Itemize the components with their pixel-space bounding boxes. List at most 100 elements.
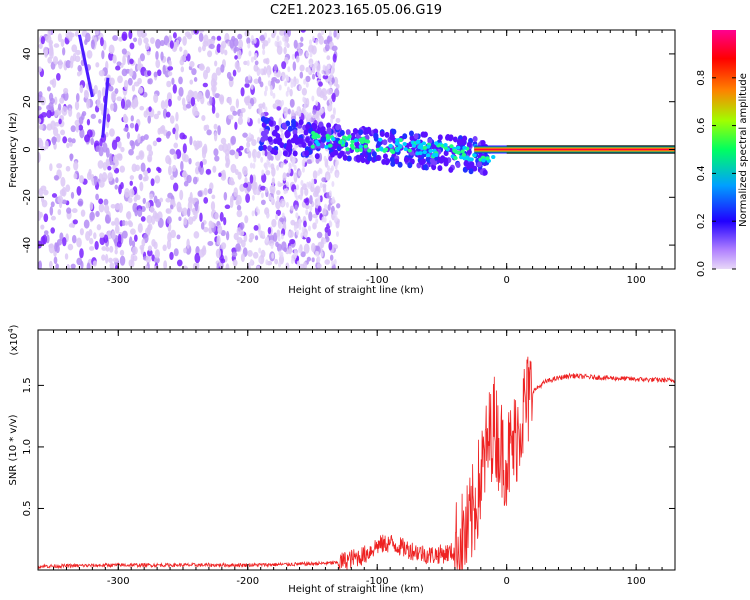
spectrogram-cell — [169, 115, 175, 124]
spectrogram-cell — [147, 245, 153, 252]
spectrogram-cell — [258, 247, 262, 254]
spectrogram-cell — [148, 106, 152, 112]
spectrogram-cell — [59, 97, 65, 104]
spectrogram-cell — [248, 50, 252, 57]
spectrogram-cell — [145, 255, 151, 264]
spectrogram-cell — [253, 224, 259, 231]
spectrogram-cell — [281, 122, 287, 129]
spectrogram-cell — [192, 215, 196, 222]
spectrogram-cell — [140, 216, 146, 222]
spectrogram-cell — [269, 184, 276, 194]
spectrogram-cell — [72, 219, 78, 225]
spectrogram-cell — [240, 87, 245, 97]
spectrogram-cell — [89, 237, 94, 245]
spec-xtick-label: 0 — [503, 275, 509, 286]
spectrogram-cell — [131, 84, 136, 92]
spectrogram-cell — [275, 200, 281, 210]
spectrogram-cell — [415, 151, 420, 156]
spectrogram-cell — [175, 111, 179, 122]
spectrogram-cell — [160, 51, 164, 61]
spectrogram-cell — [326, 55, 331, 61]
spectrogram-cell — [331, 45, 338, 52]
spectrogram-cell — [275, 214, 279, 221]
spectrogram-cell — [153, 71, 158, 78]
spectrogram-cell — [285, 187, 289, 194]
spectrogram-cell — [466, 141, 472, 148]
spectrogram-cell — [287, 66, 291, 73]
spectrogram-cell — [402, 133, 408, 140]
spectrogram-cell — [143, 170, 149, 177]
spectrogram-cell — [224, 49, 228, 56]
spectrogram-cell — [422, 131, 428, 138]
spectrogram-cell — [133, 96, 138, 106]
spectrogram-cell — [134, 164, 141, 172]
spectrogram-cell — [172, 32, 177, 39]
spectrogram-cell — [133, 37, 138, 43]
spectrogram-cell — [318, 121, 324, 128]
spectrogram-cell — [46, 234, 50, 244]
spectrogram-cell — [173, 153, 178, 160]
spectrogram-cell — [262, 144, 268, 151]
spectrogram-cell — [43, 230, 49, 235]
spectrogram-cell — [312, 109, 317, 115]
spectrogram-cell — [236, 66, 242, 73]
spectrogram-cell — [140, 135, 145, 142]
spectrogram-cell — [194, 111, 200, 116]
spectrogram-cell — [121, 48, 127, 55]
spectrogram-cell — [342, 154, 348, 161]
spectrogram-cell — [311, 134, 316, 139]
spectrogram-cell — [68, 107, 73, 117]
spectrogram-cell — [331, 137, 336, 142]
spectrogram-cell — [282, 106, 289, 116]
spectrogram-cell — [278, 261, 282, 268]
spectrogram-cell — [123, 79, 129, 91]
spectrogram-cell — [286, 86, 290, 93]
spectrogram-cell — [159, 126, 165, 134]
spectrogram-cell — [271, 252, 275, 259]
spectrogram-cell — [229, 149, 236, 156]
spectrogram-cell — [56, 163, 63, 169]
spectrogram-cell — [115, 65, 121, 71]
spectrogram-cell — [112, 102, 118, 113]
spectrogram-cell — [277, 235, 281, 242]
spectrogram-cell — [304, 203, 310, 210]
spectrogram-cell — [239, 222, 245, 230]
spectrogram-cell — [260, 185, 266, 191]
spectrogram-cell — [311, 257, 315, 263]
spectrogram-cell — [246, 146, 250, 153]
spectrogram-cell — [305, 209, 309, 216]
spectrogram-cell — [130, 228, 136, 235]
spectrogram-cell — [51, 136, 57, 144]
spectrogram-cell — [46, 109, 52, 119]
spectrogram-cell — [397, 144, 403, 149]
snr-ytick-label: 1.0 — [22, 439, 33, 455]
spectrogram-cell — [67, 243, 74, 251]
spectrogram-cell — [132, 246, 138, 255]
spectrogram-cell — [166, 80, 172, 88]
spectrogram-cell — [270, 242, 274, 249]
spectrogram-cell — [154, 265, 159, 269]
spectrogram-cell — [95, 193, 99, 201]
spectrogram-cell — [238, 39, 244, 50]
spectrogram-cell — [263, 66, 267, 76]
spectrogram-cell — [119, 249, 125, 256]
spectrogram-cell — [138, 86, 144, 94]
spectrogram-cell — [153, 93, 159, 104]
spectrogram-cell — [275, 241, 279, 248]
spectrogram-cell — [485, 156, 490, 161]
spectrogram-cell — [57, 33, 62, 43]
spectrogram-cell — [463, 160, 469, 167]
spectrogram-cell — [394, 141, 400, 146]
spectrogram-cell — [159, 197, 164, 203]
spectrogram-cell — [194, 201, 199, 212]
spectrogram-cell — [206, 129, 212, 136]
spectrogram-cell — [434, 141, 439, 146]
spectrogram-cell — [258, 76, 262, 84]
spectrogram-cell — [296, 184, 300, 191]
spectrogram-cell — [398, 138, 403, 143]
spectrogram-cell — [281, 99, 285, 106]
spectrogram-cell — [264, 162, 268, 169]
spectrogram-cell — [258, 145, 264, 152]
spectrogram-cell — [237, 151, 243, 157]
spectrogram-cell — [426, 144, 431, 149]
